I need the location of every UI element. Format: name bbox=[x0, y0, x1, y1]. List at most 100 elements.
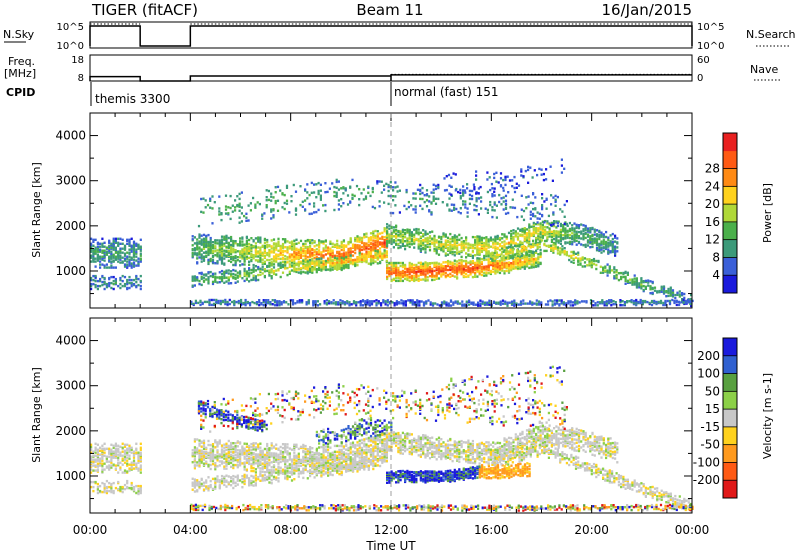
range-gate-cell bbox=[390, 261, 393, 265]
range-gate-cell bbox=[250, 258, 253, 262]
range-gate-cell bbox=[240, 191, 243, 194]
range-gate-cell bbox=[263, 260, 266, 263]
range-gate-cell bbox=[608, 268, 611, 271]
range-gate-cell bbox=[411, 299, 414, 302]
range-gate-cell bbox=[214, 278, 217, 281]
colorbar-tick-label: 8 bbox=[712, 250, 720, 264]
range-gate-cell bbox=[286, 250, 289, 253]
range-gate-cell bbox=[198, 279, 201, 283]
range-gate-cell bbox=[306, 245, 309, 249]
range-gate-cell bbox=[254, 237, 257, 240]
range-gate-cell bbox=[422, 278, 425, 281]
range-gate-cell bbox=[293, 247, 296, 250]
range-gate-cell bbox=[112, 259, 115, 262]
range-gate-cell bbox=[311, 239, 314, 242]
range-gate-cell bbox=[218, 207, 221, 210]
range-gate-cell bbox=[605, 245, 608, 249]
freq-label: Freq. bbox=[8, 55, 35, 68]
range-gate-cell bbox=[299, 203, 302, 207]
range-gate-cell bbox=[202, 211, 205, 214]
range-gate-cell bbox=[605, 303, 608, 306]
range-gate-cell bbox=[320, 257, 323, 260]
range-gate-cell bbox=[487, 258, 490, 261]
range-gate-cell bbox=[299, 256, 303, 259]
range-gate-cell bbox=[474, 241, 477, 244]
range-gate-cell bbox=[437, 267, 441, 270]
range-gate-cell bbox=[449, 260, 452, 264]
range-gate-cell bbox=[474, 268, 477, 272]
range-gate-cell bbox=[592, 300, 595, 303]
range-gate-cell bbox=[306, 251, 309, 255]
range-gate-cell bbox=[252, 256, 255, 259]
range-gate-cell bbox=[535, 236, 538, 240]
range-gate-cell bbox=[430, 201, 433, 204]
range-gate-cell bbox=[571, 237, 574, 240]
range-gate-cell bbox=[465, 239, 468, 242]
range-gate-cell bbox=[336, 267, 339, 270]
range-gate-cell bbox=[309, 239, 312, 242]
range-gate-cell bbox=[406, 243, 409, 246]
range-gate-cell bbox=[584, 231, 587, 235]
range-gate-cell bbox=[364, 197, 368, 200]
range-gate-cell bbox=[537, 242, 540, 245]
range-gate-cell bbox=[600, 246, 603, 249]
range-gate-cell bbox=[682, 298, 685, 302]
range-gate-cell bbox=[401, 228, 404, 232]
range-gate-cell bbox=[493, 203, 496, 206]
range-gate-cell bbox=[207, 247, 210, 251]
range-gate-cell bbox=[313, 257, 316, 260]
range-gate-cell bbox=[469, 253, 472, 256]
range-gate-cell bbox=[476, 246, 479, 249]
range-gate-cell bbox=[274, 201, 277, 205]
range-gate-cell bbox=[444, 274, 447, 278]
range-gate-cell bbox=[496, 241, 499, 245]
range-gate-cell bbox=[369, 194, 372, 198]
range-gate-cell bbox=[550, 221, 553, 225]
range-gate-cell bbox=[380, 191, 383, 194]
range-gate-cell bbox=[358, 251, 361, 255]
range-gate-cell bbox=[274, 199, 277, 203]
range-gate-cell bbox=[243, 273, 246, 277]
range-gate-cell bbox=[501, 237, 504, 240]
range-gate-cell bbox=[622, 275, 625, 279]
range-gate-cell bbox=[243, 259, 246, 262]
range-gate-cell bbox=[395, 276, 398, 280]
range-gate-cell bbox=[404, 244, 407, 248]
range-gate-cell bbox=[577, 257, 580, 260]
frequency-line bbox=[89, 74, 692, 82]
range-gate-cell bbox=[561, 245, 564, 248]
range-gate-cell bbox=[345, 256, 348, 259]
range-gate-cell bbox=[331, 268, 334, 271]
range-gate-cell bbox=[281, 245, 285, 249]
range-gate-cell bbox=[108, 244, 111, 247]
range-gate-cell bbox=[387, 189, 390, 193]
range-gate-cell bbox=[374, 253, 377, 256]
range-gate-cell bbox=[236, 250, 239, 253]
range-gate-cell bbox=[297, 263, 300, 266]
range-gate-cell bbox=[313, 249, 316, 252]
range-gate-cell bbox=[248, 272, 251, 275]
range-gate-cell bbox=[214, 239, 217, 242]
range-gate-cell bbox=[239, 256, 242, 259]
range-gate-cell bbox=[582, 233, 585, 236]
range-gate-cell bbox=[453, 251, 456, 254]
range-gate-cell bbox=[598, 301, 602, 304]
range-gate-cell bbox=[399, 245, 402, 248]
range-gate-cell bbox=[218, 256, 221, 259]
range-gate-cell bbox=[412, 197, 415, 200]
range-gate-cell bbox=[653, 286, 657, 289]
range-gate-cell bbox=[489, 269, 492, 273]
range-gate-cell bbox=[92, 282, 95, 286]
range-gate-cell bbox=[530, 243, 533, 246]
range-gate-cell bbox=[504, 194, 508, 198]
range-gate-cell bbox=[575, 232, 578, 235]
range-gate-cell bbox=[290, 242, 294, 245]
range-gate-cell bbox=[422, 269, 425, 272]
range-gate-cell bbox=[465, 262, 468, 266]
range-gate-cell bbox=[413, 266, 416, 270]
range-gate-cell bbox=[428, 195, 431, 198]
range-gate-cell bbox=[420, 300, 423, 303]
range-gate-cell bbox=[225, 280, 228, 283]
range-gate-cell bbox=[586, 244, 590, 247]
range-gate-cell bbox=[539, 251, 542, 255]
